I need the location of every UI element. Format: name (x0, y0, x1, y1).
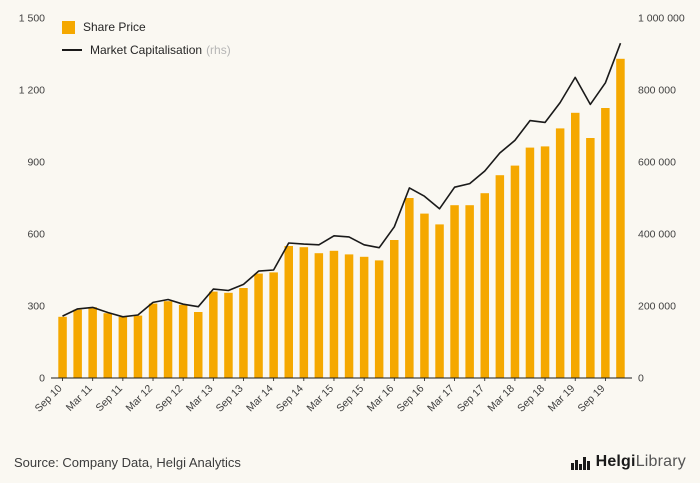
left-axis-tick-label: 300 (27, 301, 45, 313)
bar-share-price (525, 147, 535, 378)
logo-text-helgi: Helgi (595, 453, 636, 470)
bar-share-price (88, 307, 97, 378)
legend-suffix-rhs: (rhs) (206, 43, 231, 57)
bar-share-price (540, 146, 550, 378)
bar-share-price (58, 316, 67, 378)
source-text: Source: Company Data, Helgi Analytics (14, 454, 241, 470)
left-axis-tick-label: 1 500 (19, 13, 45, 25)
x-axis-tick-label: Sep 15 (334, 383, 366, 415)
x-axis-tick-label: Mar 11 (64, 383, 95, 414)
market-cap-line-swatch (62, 49, 82, 51)
legend-item-market-cap: Market Capitalisation (rhs) (62, 43, 231, 57)
bar-share-price (450, 205, 459, 378)
bar-share-price (359, 256, 369, 378)
bar-share-price (435, 224, 444, 378)
bar-share-price (601, 108, 610, 378)
bar-share-price (118, 316, 128, 378)
x-axis-tick-label: Sep 16 (395, 383, 427, 415)
share-price-market-cap-chart: 0 300 600 900 1 200 1 500 0 200 000 400 000 600 0… (19, 13, 685, 415)
logo-text: HelgiLibrary (596, 453, 686, 471)
bar-share-price (314, 253, 324, 378)
legend: Share Price Market Capitalisation (rhs) (62, 20, 231, 57)
bar-share-price (133, 315, 143, 378)
bar-share-price (299, 247, 309, 378)
left-axis-tick-label: 1 200 (19, 85, 45, 97)
x-axis-tick-label: Mar 19 (546, 383, 578, 415)
x-axis-tick-label: Sep 18 (515, 383, 547, 415)
bar-share-price (405, 198, 414, 378)
bar-share-price (344, 254, 354, 378)
x-axis-tick-label: Mar 13 (184, 383, 216, 415)
bar-share-price (586, 138, 595, 378)
right-axis-tick-label: 800 000 (638, 85, 676, 97)
bar-share-price (148, 303, 158, 378)
bar-share-price (555, 128, 565, 378)
x-axis-tick-label: Mar 16 (365, 383, 397, 415)
bar-share-price (390, 240, 399, 378)
bar-chart-icon (570, 456, 590, 470)
x-axis-tick-label: Sep 11 (94, 383, 126, 415)
right-axis-tick-label: 0 (638, 373, 644, 385)
footer: Source: Company Data, Helgi Analytics He… (0, 441, 700, 483)
right-axis-tick-label: 600 000 (638, 157, 676, 169)
x-axis-tick-label: Mar 15 (304, 383, 336, 415)
x-axis-tick-label: Mar 18 (485, 383, 517, 415)
bar-share-price (178, 304, 188, 378)
bar-share-price (571, 112, 580, 379)
x-axis-tick-label: Mar 17 (425, 383, 457, 415)
x-axis-tick-label: Sep 17 (455, 383, 487, 415)
legend-label-market-cap: Market Capitalisation (90, 43, 203, 57)
left-axis-tick-label: 900 (27, 157, 45, 169)
logo-text-library: Library (635, 453, 686, 470)
bar-share-price (480, 193, 489, 378)
x-axis-tick-label: Sep 12 (153, 383, 185, 415)
share-price-swatch (62, 20, 75, 34)
x-axis-tick-label: Mar 12 (124, 383, 156, 415)
bar-share-price (73, 309, 82, 378)
x-axis-tick-label: Sep 19 (575, 383, 607, 415)
line-market-capitalisation (62, 42, 622, 318)
helgi-library-logo: HelgiLibrary (570, 453, 686, 471)
bar-share-price (103, 313, 112, 378)
bar-share-price (616, 58, 625, 379)
x-axis-tick-label: Sep 10 (33, 383, 65, 415)
bar-share-price (209, 291, 218, 378)
right-axis-tick-label: 400 000 (638, 229, 676, 241)
bar-share-price (420, 213, 429, 378)
bar-share-price (374, 260, 384, 378)
legend-item-share-price: Share Price (62, 20, 231, 34)
legend-label-share-price: Share Price (83, 20, 146, 34)
x-axis-tick-label: Sep 14 (274, 383, 306, 415)
bar-share-price (254, 273, 263, 378)
left-axis-tick-label: 600 (27, 229, 45, 241)
bar-share-price (163, 301, 173, 378)
bar-share-price (224, 292, 233, 378)
x-axis-tick-label: Sep 13 (214, 383, 246, 415)
right-axis-tick-label: 200 000 (638, 301, 676, 313)
bar-share-price (465, 205, 474, 378)
bar-share-price (284, 246, 293, 378)
x-axis-tick-label: Mar 14 (244, 383, 276, 415)
bar-share-price (269, 272, 278, 378)
bar-share-price (329, 250, 339, 378)
bar-share-price (194, 312, 203, 378)
bar-share-price (495, 175, 505, 378)
bar-share-price (239, 288, 248, 378)
left-axis-tick-label: 0 (39, 373, 45, 385)
bar-share-price (510, 165, 520, 378)
right-axis-tick-label: 1 000 000 (638, 13, 685, 25)
